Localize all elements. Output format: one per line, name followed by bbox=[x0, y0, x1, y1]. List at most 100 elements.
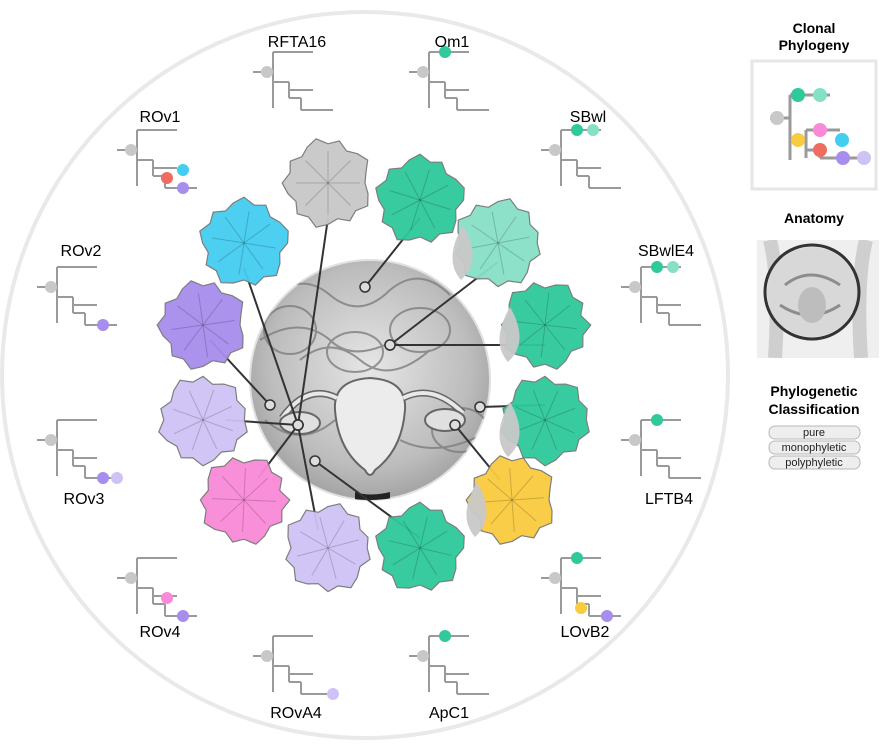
blob-cell-edge bbox=[243, 478, 268, 501]
tumor-sample-blob bbox=[499, 282, 592, 370]
blob-cell-edge bbox=[327, 547, 337, 580]
blob-cell-edge bbox=[243, 467, 246, 501]
tree-rov4 bbox=[117, 557, 197, 622]
blob-cell-edge bbox=[419, 530, 448, 549]
clone-node-purple bbox=[97, 319, 109, 331]
tumor-sample-blob bbox=[281, 138, 369, 228]
site-label-rov2: ROv2 bbox=[61, 243, 102, 260]
blob-cell-edge bbox=[388, 540, 421, 549]
legend-node-yellow bbox=[791, 133, 805, 147]
blob-cell-edge bbox=[544, 324, 577, 330]
germline-node bbox=[45, 281, 57, 293]
clonal-phylogeny-frame bbox=[750, 59, 878, 191]
blob-cell-edge bbox=[419, 516, 428, 549]
tumor-sample-blob bbox=[199, 196, 289, 286]
blob-cell-edge bbox=[480, 499, 513, 503]
blob-cell-edge bbox=[540, 324, 546, 357]
clone-node-yellow bbox=[575, 602, 587, 614]
blob-cell-edge bbox=[491, 211, 499, 244]
blob-cell-edge bbox=[511, 499, 515, 532]
blob-cell-edge bbox=[544, 419, 575, 434]
blob-cell-edge bbox=[531, 419, 546, 450]
blob-subclone bbox=[452, 225, 473, 280]
classification-pill-pure: pure bbox=[768, 425, 861, 440]
clone-node-purple bbox=[601, 610, 613, 622]
tumor-sample-blobs bbox=[156, 138, 592, 593]
blob-cell-edge bbox=[212, 237, 245, 244]
blob-cell-edge bbox=[319, 516, 329, 549]
blob-cell-edge bbox=[300, 531, 329, 549]
tumor-sample-blob bbox=[499, 375, 590, 467]
blob-cell-edge bbox=[519, 324, 546, 346]
clone-node-teal bbox=[571, 552, 583, 564]
blob-cell-edge bbox=[511, 497, 544, 501]
blob-cell-edge bbox=[511, 499, 537, 522]
site-label-lovb2: LOvB2 bbox=[561, 624, 610, 641]
clone-node-mint bbox=[667, 261, 679, 273]
blob-shape bbox=[465, 455, 553, 545]
svg-text:pure: pure bbox=[803, 427, 825, 439]
legend-node-lavender bbox=[857, 151, 871, 165]
blob-cell-edge bbox=[202, 419, 234, 432]
blob-cell-edge bbox=[217, 242, 245, 263]
legend-node-sky bbox=[835, 133, 849, 147]
connector-endpoint bbox=[474, 401, 486, 413]
connector-line bbox=[297, 217, 329, 426]
blob-cell-edge bbox=[471, 224, 499, 244]
site-label-om1: Om1 bbox=[435, 34, 470, 51]
connector-endpoint bbox=[264, 399, 276, 411]
site-label-sbwl: SBwl bbox=[570, 109, 606, 126]
connector-endpoint bbox=[359, 281, 371, 293]
blob-shape bbox=[156, 280, 244, 370]
anatomy-zoom-circle bbox=[763, 243, 861, 341]
blob-cell-edge bbox=[243, 242, 276, 249]
blob-cell-edge bbox=[544, 390, 559, 421]
tree-sbwle4 bbox=[621, 261, 701, 326]
blob-cell-edge bbox=[327, 547, 356, 565]
blob-cell-edge bbox=[524, 299, 546, 326]
blob-shape bbox=[500, 282, 592, 370]
tumor-sample-blob bbox=[465, 455, 553, 545]
blob-cell-edge bbox=[419, 184, 449, 201]
tree-rova4 bbox=[253, 635, 339, 700]
connector-endpoint bbox=[292, 419, 304, 431]
clone-node-teal bbox=[571, 124, 583, 136]
clone-node-purple bbox=[177, 182, 189, 194]
clone-node-teal bbox=[651, 261, 663, 273]
blob-cell-edge bbox=[327, 520, 345, 549]
blob-cell-edge bbox=[487, 478, 513, 501]
classification-title-2: Classification bbox=[768, 401, 859, 417]
blob-cell-edge bbox=[242, 499, 245, 533]
anatomy-title: Anatomy bbox=[784, 210, 844, 226]
tree-lftb4 bbox=[621, 414, 701, 479]
legend-clonal-phylogeny: Clonal Phylogeny bbox=[750, 20, 878, 191]
blob-cell-edge bbox=[513, 320, 546, 326]
blob-shape bbox=[199, 457, 291, 545]
germline-node bbox=[261, 66, 273, 78]
blob-cell-edge bbox=[296, 547, 329, 557]
blob-subclone bbox=[499, 402, 520, 457]
clone-node-red bbox=[161, 172, 173, 184]
blob-shape bbox=[199, 196, 289, 286]
tumor-sample-blob bbox=[156, 280, 244, 370]
site-label-sbwle4: SBwlE4 bbox=[638, 243, 694, 260]
blob-shape bbox=[158, 375, 248, 467]
legend-node-teal bbox=[791, 88, 805, 102]
blob-cell-edge bbox=[202, 324, 229, 345]
blob-cell-edge bbox=[392, 547, 421, 566]
blob-cell-edge bbox=[327, 182, 351, 206]
blob-cell-edge bbox=[305, 160, 329, 184]
tree-rfta16 bbox=[253, 51, 333, 111]
svg-text:polyphyletic: polyphyletic bbox=[785, 457, 843, 469]
blob-cell-edge bbox=[509, 468, 513, 501]
blob-cell-edge bbox=[172, 408, 204, 421]
germline-node bbox=[261, 650, 273, 662]
site-label-rov4: ROv4 bbox=[140, 624, 181, 641]
legend-node-mint bbox=[813, 88, 827, 102]
tree-sbwl bbox=[541, 124, 621, 189]
blob-cell-edge bbox=[490, 499, 513, 525]
clone-node-purple bbox=[97, 472, 109, 484]
tree-rov2 bbox=[37, 266, 117, 331]
blob-cell-edge bbox=[532, 390, 546, 421]
germline-node bbox=[125, 144, 137, 156]
